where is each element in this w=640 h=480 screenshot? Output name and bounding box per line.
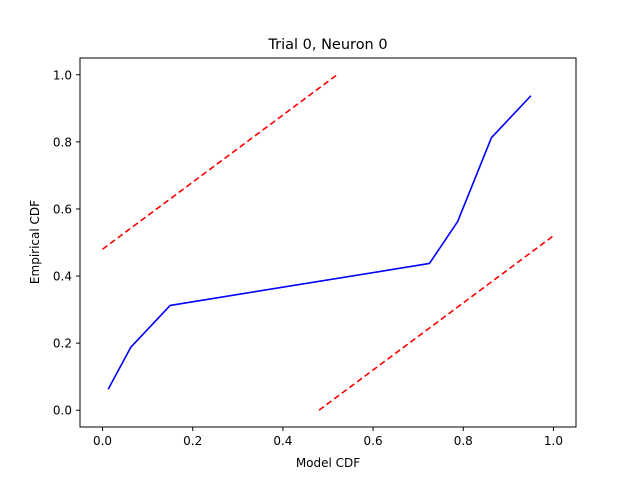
axes-frame (79, 57, 577, 428)
y-axis-label: Empirical CDF (28, 200, 42, 284)
chart-title: Trial 0, Neuron 0 (267, 37, 387, 53)
x-tick-label: 0.4 (273, 434, 292, 448)
x-axis: 0.0 0.2 0.4 0.6 0.8 1.0 (93, 427, 563, 448)
x-axis-label: Model CDF (296, 456, 360, 470)
y-tick-label: 0.8 (53, 135, 72, 149)
cdf-line (107, 95, 532, 390)
x-tick-label: 0.2 (183, 434, 202, 448)
y-axis: 0.0 0.2 0.4 0.6 0.8 1.0 (53, 68, 80, 418)
y-tick-label: 1.0 (53, 68, 72, 82)
x-tick-label: 1.0 (544, 434, 563, 448)
plot-area (102, 74, 554, 411)
y-tick-label: 0.2 (53, 337, 72, 351)
confidence-bound-line-1 (102, 74, 338, 250)
confidence-bound-line-2 (318, 235, 554, 411)
x-tick-label: 0.8 (454, 434, 473, 448)
y-tick-label: 0.4 (53, 270, 72, 284)
y-tick-label: 0.0 (53, 404, 72, 418)
x-tick-label: 0.6 (364, 434, 383, 448)
y-tick-label: 0.6 (53, 202, 72, 216)
x-tick-label: 0.0 (93, 434, 112, 448)
